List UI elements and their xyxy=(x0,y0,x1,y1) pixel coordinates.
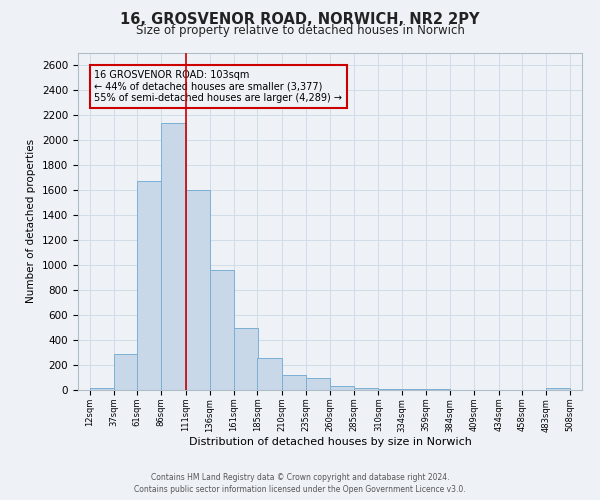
Bar xyxy=(185,190,210,390)
Bar xyxy=(306,378,330,390)
Text: Size of property relative to detached houses in Norwich: Size of property relative to detached ho… xyxy=(136,24,464,37)
X-axis label: Distribution of detached houses by size in Norwich: Distribution of detached houses by size … xyxy=(188,437,472,447)
Bar xyxy=(89,388,114,390)
Bar xyxy=(257,358,281,390)
Bar xyxy=(546,388,571,390)
Bar xyxy=(210,270,234,390)
Text: Contains HM Land Registry data © Crown copyright and database right 2024.
Contai: Contains HM Land Registry data © Crown c… xyxy=(134,472,466,494)
Text: 16 GROSVENOR ROAD: 103sqm
← 44% of detached houses are smaller (3,377)
55% of se: 16 GROSVENOR ROAD: 103sqm ← 44% of detac… xyxy=(94,70,343,103)
Bar xyxy=(234,328,258,390)
Bar xyxy=(330,386,354,390)
Bar xyxy=(354,388,379,390)
Y-axis label: Number of detached properties: Number of detached properties xyxy=(26,139,37,304)
Text: 16, GROSVENOR ROAD, NORWICH, NR2 2PY: 16, GROSVENOR ROAD, NORWICH, NR2 2PY xyxy=(120,12,480,28)
Bar xyxy=(281,375,306,390)
Bar xyxy=(137,181,161,390)
Bar xyxy=(114,354,138,390)
Bar xyxy=(161,122,185,390)
